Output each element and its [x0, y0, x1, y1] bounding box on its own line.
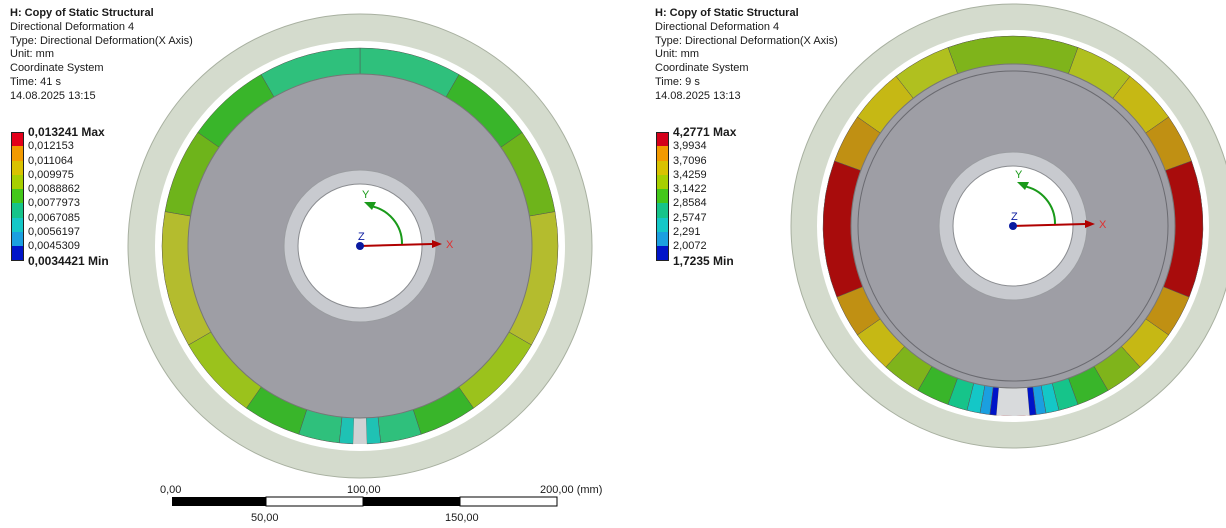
legend-swatch: [656, 160, 669, 175]
coordinate-triad: X Y Z: [356, 189, 454, 251]
z-axis-label: Z: [1011, 211, 1018, 223]
rotor-edge: [857, 70, 1169, 382]
legend-label: 0,012153: [28, 140, 74, 153]
scale-label-150: 150,00: [445, 512, 479, 524]
origin-dot: [1009, 222, 1017, 230]
legend-swatch: [11, 232, 24, 247]
legend-label: 0,0077973: [28, 197, 80, 210]
result-time: Time: 41 s: [10, 75, 61, 88]
legend-swatch: [656, 174, 669, 190]
legend-label: 0,0067085: [28, 211, 80, 224]
right-result-view[interactable]: H: Copy of Static Structural Directional…: [613, 0, 1226, 528]
x-axis-arrow: [359, 243, 433, 247]
x-axis-arrowhead: [1085, 220, 1095, 228]
legend-label: 0,011064: [28, 154, 74, 167]
x-axis-arrowhead: [432, 240, 442, 248]
x-axis-label: X: [446, 239, 454, 251]
scale-label-50: 50,00: [251, 512, 279, 524]
rotation-arc: [1022, 185, 1057, 225]
legend-swatch: [11, 132, 24, 147]
legend-swatch: [11, 174, 24, 190]
left-result-view[interactable]: H: Copy of Static Structural Directional…: [0, 0, 613, 528]
x-axis-label: X: [1099, 219, 1107, 231]
y-axis-label: Y: [1015, 169, 1023, 181]
legend-label: 2,291: [673, 226, 701, 239]
legend-swatch: [656, 132, 669, 147]
legend-swatch: [11, 203, 24, 218]
rotation-arc: [369, 205, 404, 245]
analysis-title: H: Copy of Static Structural: [10, 7, 154, 19]
legend-label: 0,0088862: [28, 183, 80, 196]
coordinate-triad: X Y Z: [1009, 169, 1107, 231]
ring-gap: [996, 387, 1030, 416]
analysis-title: H: Copy of Static Structural: [655, 7, 799, 19]
legend-label: 2,0072: [673, 240, 707, 253]
legend-label: 1,7235 Min: [673, 253, 734, 268]
z-axis-label: Z: [358, 231, 365, 243]
legend-label: 4,2771 Max: [673, 125, 737, 139]
result-unit: Unit: mm: [655, 48, 699, 61]
result-time: Time: 9 s: [655, 75, 700, 88]
legend-swatch: [656, 217, 669, 233]
legend-label: 3,7096: [673, 154, 707, 167]
result-name: Directional Deformation 4: [655, 20, 780, 33]
result-unit: Unit: mm: [10, 48, 54, 61]
legend-swatch: [656, 189, 669, 204]
scale-label-100: 100,00: [347, 484, 381, 496]
legend-swatch: [656, 232, 669, 247]
model-viewport[interactable]: X Y Z: [613, 0, 1226, 528]
result-date: 14.08.2025 13:15: [10, 89, 96, 102]
y-axis-arrowhead: [364, 202, 376, 210]
legend-label: 0,0056197: [28, 226, 80, 239]
result-header: H: Copy of Static Structural Directional…: [655, 7, 838, 104]
result-date: 14.08.2025 13:13: [655, 89, 741, 102]
legend-swatch: [11, 189, 24, 204]
x-axis-arrow: [1012, 223, 1086, 227]
legend-label: 3,9934: [673, 140, 707, 153]
legend-swatch: [656, 203, 669, 218]
result-header: H: Copy of Static Structural Directional…: [10, 7, 193, 104]
legend-label: 3,1422: [673, 183, 707, 196]
ring-segment: [339, 416, 355, 445]
origin-dot: [356, 242, 364, 250]
ring-gap: [353, 417, 367, 444]
legend-label: 0,0034421 Min: [28, 253, 109, 268]
result-type: Type: Directional Deformation(X Axis): [655, 34, 838, 47]
legend-swatch: [656, 146, 669, 161]
result-type: Type: Directional Deformation(X Axis): [10, 34, 193, 47]
legend-label: 0,0045309: [28, 240, 80, 253]
coordinate-system-label: Coordinate System: [10, 62, 104, 75]
model-viewport[interactable]: X Y Z: [0, 0, 613, 528]
ring-segment: [365, 416, 381, 445]
scale-label-200: 200,00 (mm): [540, 484, 603, 496]
result-name: Directional Deformation 4: [10, 20, 135, 33]
legend-label: 2,5747: [673, 211, 707, 224]
scale-label-0: 0,00: [160, 484, 182, 496]
legend-label: 0,013241 Max: [28, 125, 105, 139]
legend-swatch: [11, 146, 24, 161]
legend-label: 2,8584: [673, 197, 707, 210]
legend-swatch: [11, 160, 24, 175]
legend-swatch: [11, 217, 24, 233]
legend-label: 3,4259: [673, 168, 707, 181]
legend-label: 0,009975: [28, 168, 74, 181]
coordinate-system-label: Coordinate System: [655, 62, 749, 75]
legend-swatch: [11, 246, 24, 261]
legend-swatch: [656, 246, 669, 261]
y-axis-arrowhead: [1017, 182, 1029, 190]
y-axis-label: Y: [362, 189, 370, 201]
